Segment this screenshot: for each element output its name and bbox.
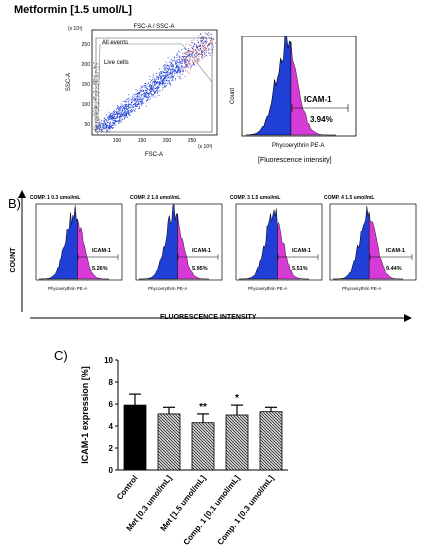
comp-histogram: COMP. 4 1.5 umol/mL ICAM-1 9.44% Phycoeryth… xyxy=(324,195,417,291)
histogram-pink-area xyxy=(177,213,209,280)
significance-mark: ** xyxy=(199,402,207,413)
bar xyxy=(259,411,283,471)
top-title: Metformin [1.5 umol/L] xyxy=(14,4,132,16)
panel-b-ylabel: COUNT xyxy=(10,247,17,273)
y-tick-label: 4 xyxy=(109,422,114,431)
comp-value: 5.51% xyxy=(292,266,308,272)
y-tick-label: 8 xyxy=(109,378,114,387)
histogram-pink-area xyxy=(77,219,109,280)
comp-xlabel: Phycoerythrin PE-A xyxy=(148,286,187,291)
comp-histogram: COMP. 3 1.5 umol/mL ICAM-1 5.51% Phycoeryth… xyxy=(230,195,323,291)
scatter-ytick: 50 xyxy=(84,122,90,128)
scatter-xtick: 200 xyxy=(163,138,172,144)
comp-marker-label: ICAM-1 xyxy=(92,248,111,254)
top-hist-ylabel: Count xyxy=(230,88,236,104)
comp-title: COMP. 2 1.0 umol/mL xyxy=(130,195,180,201)
comp-marker-label: ICAM-1 xyxy=(192,248,211,254)
scatter-ytick: 150 xyxy=(82,82,91,88)
scatter-xtick: 250 xyxy=(188,138,197,144)
y-tick-label: 6 xyxy=(109,400,114,409)
comp-marker-label: ICAM-1 xyxy=(386,248,405,254)
top-hist-caption: [Fluorescence intensity] xyxy=(258,157,332,164)
scatter-ytick: 200 xyxy=(82,62,91,68)
scatter-plot: FSC-A / SSC-A All events Live cells SSC-… xyxy=(66,24,218,158)
comp-value: 9.44% xyxy=(386,266,402,272)
histogram-blue-area xyxy=(39,205,78,280)
y-axis-label: ICAM-1 expression [%] xyxy=(80,366,90,464)
histogram-pink-area xyxy=(277,222,309,280)
bar xyxy=(123,404,147,471)
x-category-label: Comp. 1 [0.3 umol/mL] xyxy=(216,473,276,546)
scatter-xtick: 150 xyxy=(138,138,147,144)
histogram-blue-area xyxy=(139,203,178,280)
gate-live-label: Live cells xyxy=(104,60,129,66)
scatter-ytick: 250 xyxy=(82,42,91,48)
scatter-xtick: 100 xyxy=(113,138,122,144)
histogram-pink-area xyxy=(369,211,403,280)
scatter-ylabel: SSC-A xyxy=(66,73,72,91)
panel-c-letter: C) xyxy=(54,348,68,363)
comp-value: 5.26% xyxy=(92,266,108,272)
comp-title: COMP. 3 1.5 umol/mL xyxy=(230,195,280,201)
comp-marker-label: ICAM-1 xyxy=(292,248,311,254)
scatter-title: FSC-A / SSC-A xyxy=(133,24,174,30)
bar xyxy=(191,422,215,471)
panel-b-letter: B) xyxy=(8,196,21,211)
bar xyxy=(157,413,181,471)
scatter-x-unit: (x 10³) xyxy=(198,144,213,150)
significance-mark: * xyxy=(235,393,239,404)
bar xyxy=(225,414,249,471)
comp-title: COMP. 1 0.3 umol/mL xyxy=(30,195,80,201)
y-tick-label: 2 xyxy=(109,444,114,453)
comp-value: 5.95% xyxy=(192,266,208,272)
comp-xlabel: Phycoerythrin PE-A xyxy=(48,286,87,291)
comp-histogram: COMP. 1 0.3 umol/mL ICAM-1 5.26% Phycoeryth… xyxy=(30,195,123,291)
comp-xlabel: Phycoerythrin PE-A xyxy=(342,286,381,291)
gate-all-label: All events xyxy=(102,40,128,46)
top-marker-label: ICAM-1 xyxy=(304,95,332,104)
panel-b-axes: COUNT xyxy=(10,190,412,322)
histogram-blue-area xyxy=(333,205,370,280)
panel-b-xlabel: FLUORESCENCE INTENSITY xyxy=(160,314,257,321)
scatter-y-unit: (x 10³) xyxy=(68,26,83,32)
top-histogram: ICAM-1 3.94% Count Phycoerythrin PE-A [F… xyxy=(230,36,357,164)
comp-xlabel: Phycoerythrin PE-A xyxy=(248,286,287,291)
x-category-label: Comp. 1 [0.1 umol/mL] xyxy=(182,473,242,546)
scatter-xlabel: FSC-A xyxy=(145,152,163,158)
scatter-ytick: 100 xyxy=(82,102,91,108)
comp-title: COMP. 4 1.5 umol/mL xyxy=(324,195,374,201)
top-hist-xlabel: Phycoerythrin PE-A xyxy=(272,143,324,149)
histogram-blue-area xyxy=(239,208,278,280)
y-tick-label: 10 xyxy=(104,356,113,365)
comp-histogram: COMP. 2 1.0 umol/mL ICAM-1 5.95% Phycoeryth… xyxy=(130,195,223,291)
y-tick-label: 0 xyxy=(109,466,114,475)
x-category-label: Control xyxy=(115,474,140,502)
top-hist-value: 3.94% xyxy=(310,115,333,124)
